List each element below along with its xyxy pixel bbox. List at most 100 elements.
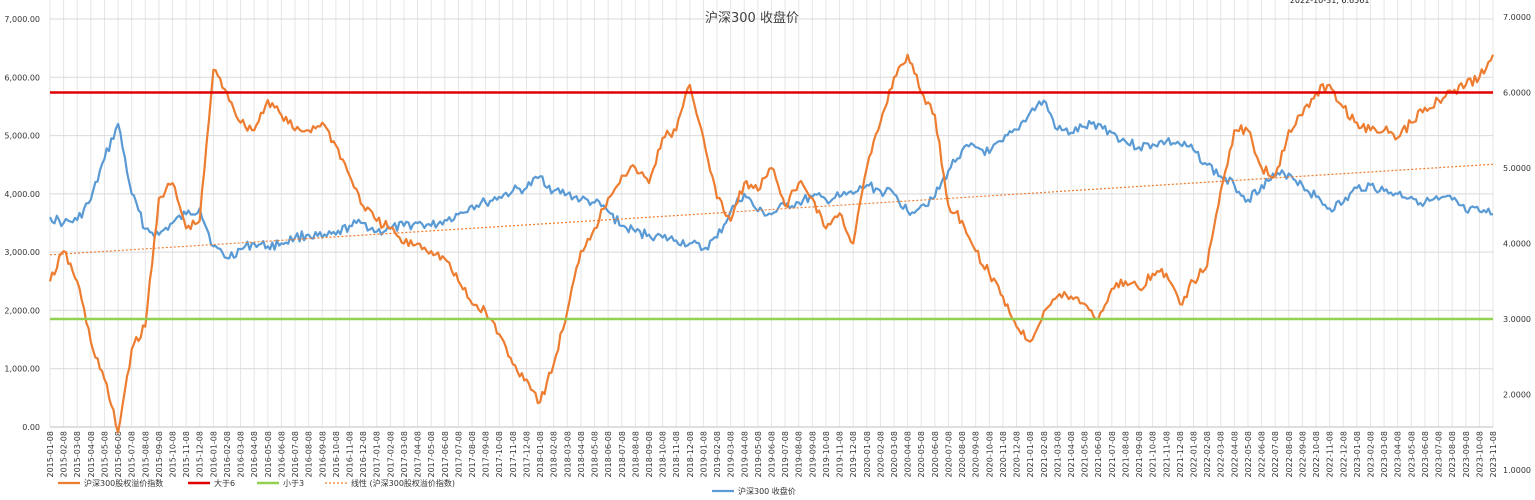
x-tick-label: 2022-03-08 <box>1217 431 1226 478</box>
left-tick-label: 1,000.00 <box>4 365 40 374</box>
x-tick-label: 2018-04-08 <box>577 431 586 478</box>
x-tick-label: 2020-03-08 <box>890 431 899 478</box>
x-tick-label: 2017-09-08 <box>482 431 491 478</box>
x-tick-label: 2022-10-08 <box>1312 431 1321 478</box>
x-tick-label: 2023-03-08 <box>1380 431 1389 478</box>
x-tick-label: 2022-01-08 <box>1190 431 1199 478</box>
left-tick-label: 3,000.00 <box>4 248 40 257</box>
x-tick-label: 2020-06-08 <box>931 431 940 478</box>
x-tick-label: 2018-12-08 <box>686 431 695 478</box>
x-tick-label: 2015-08-08 <box>141 431 150 478</box>
right-tick-label: 6.0000 <box>1503 89 1531 98</box>
x-tick-label: 2016-10-08 <box>332 431 341 478</box>
x-tick-label: 2023-05-08 <box>1407 431 1416 478</box>
x-tick-label: 2015-03-08 <box>73 431 82 478</box>
x-tick-label: 2022-08-08 <box>1285 431 1294 478</box>
x-tick-label: 2015-07-08 <box>128 431 137 478</box>
x-tick-label: 2020-07-08 <box>944 431 953 478</box>
legend-label: 沪深300股权溢价指数 <box>84 478 163 488</box>
x-tick-label: 2015-06-08 <box>114 431 123 478</box>
x-tick-label: 2018-11-08 <box>672 431 681 478</box>
left-tick-label: 6,000.00 <box>4 73 40 82</box>
x-tick-label: 2018-01-08 <box>536 431 545 478</box>
x-tick-label: 2018-02-08 <box>550 431 559 478</box>
left-tick-label: 5,000.00 <box>4 132 40 141</box>
x-tick-label: 2021-12-08 <box>1176 431 1185 478</box>
x-tick-label: 2023-06-08 <box>1421 431 1430 478</box>
legend-above-6: 大于6 <box>188 478 235 488</box>
legend-linear-trend: 线性 (沪深300股权溢价指数) <box>325 478 455 488</box>
x-tick-label: 2022-09-08 <box>1298 431 1307 478</box>
x-tick-label: 2021-08-08 <box>1121 431 1130 478</box>
legend-label: 线性 (沪深300股权溢价指数) <box>351 478 455 488</box>
x-tick-label: 2020-08-08 <box>958 431 967 478</box>
x-tick-label: 2021-11-08 <box>1162 431 1171 478</box>
x-tick-label: 2021-10-08 <box>1149 431 1158 478</box>
series-layer <box>48 53 1495 434</box>
x-tick-label: 2015-05-08 <box>100 431 109 478</box>
x-tick-label: 2023-10-08 <box>1475 431 1484 478</box>
x-tick-label: 2017-03-08 <box>400 431 409 478</box>
x-tick-label: 2018-10-08 <box>659 431 668 478</box>
x-tick-label: 2023-04-08 <box>1394 431 1403 478</box>
x-tick-label: 2016-02-08 <box>223 431 232 478</box>
x-tick-label: 2019-10-08 <box>822 431 831 478</box>
x-tick-label: 2019-04-08 <box>740 431 749 478</box>
annotation-layer: 2022-10-31, 6.6561 <box>1290 0 1370 5</box>
csi300-close-line <box>49 99 1493 260</box>
x-tick-label: 2015-04-08 <box>87 431 96 478</box>
x-tick-label: 2023-11-08 <box>1489 431 1498 478</box>
chart-title: 沪深300 收盘价 <box>705 10 799 26</box>
x-tick-label: 2019-12-08 <box>849 431 858 478</box>
left-axis-ticks: 0.00 1,000.00 2,000.00 3,000.00 4,000.00 5,00… <box>4 15 40 432</box>
equity-premium-line <box>48 53 1495 434</box>
x-tick-label: 2019-08-08 <box>795 431 804 478</box>
right-tick-label: 3.0000 <box>1503 315 1531 324</box>
x-tick-label: 2016-06-08 <box>277 431 286 478</box>
x-tick-label: 2016-08-08 <box>305 431 314 478</box>
x-tick-label: 2017-10-08 <box>495 431 504 478</box>
annotation-label: 2022-10-31, 6.6561 <box>1290 0 1370 5</box>
left-tick-label: 2,000.00 <box>4 306 40 315</box>
x-tick-label: 2019-09-08 <box>808 431 817 478</box>
x-tick-label: 2017-12-08 <box>522 431 531 478</box>
x-tick-label: 2020-09-08 <box>972 431 981 478</box>
left-tick-label: 0.00 <box>22 423 40 432</box>
x-tick-label: 2020-04-08 <box>904 431 913 478</box>
x-tick-label: 2019-11-08 <box>836 431 845 478</box>
legend: 沪深300股权溢价指数 大于6 小于3 线性 (沪深300股权溢价指数) 沪深300 收… <box>58 478 796 496</box>
x-tick-label: 2016-01-08 <box>209 431 218 478</box>
x-tick-label: 2018-05-08 <box>591 431 600 478</box>
x-tick-label: 2018-09-08 <box>645 431 654 478</box>
x-tick-label: 2020-05-08 <box>917 431 926 478</box>
vertical-gridlines <box>49 0 1494 427</box>
x-tick-label: 2022-12-08 <box>1339 431 1348 478</box>
x-tick-label: 2016-05-08 <box>264 431 273 478</box>
x-tick-label: 2021-02-08 <box>1040 431 1049 478</box>
x-tick-label: 2023-08-08 <box>1448 431 1457 478</box>
right-tick-label: 2.0000 <box>1503 391 1531 400</box>
right-tick-label: 5.0000 <box>1503 164 1531 173</box>
x-tick-label: 2022-07-08 <box>1271 431 1280 478</box>
x-tick-label: 2022-02-08 <box>1203 431 1212 478</box>
x-tick-label: 2017-01-08 <box>373 431 382 478</box>
x-tick-label: 2019-01-08 <box>699 431 708 478</box>
x-tick-label: 2023-07-08 <box>1435 431 1444 478</box>
x-tick-label: 2017-07-08 <box>454 431 463 478</box>
x-tick-label: 2020-12-08 <box>1013 431 1022 478</box>
x-tick-label: 2019-02-08 <box>713 431 722 478</box>
x-tick-label: 2015-11-08 <box>182 431 191 478</box>
x-axis-ticks: 2015-01-08 2015-02-08 2015-03-08 2015-04-08… <box>46 431 1498 478</box>
x-tick-label: 2016-03-08 <box>237 431 246 478</box>
x-tick-label: 2021-05-08 <box>1081 431 1090 478</box>
x-tick-label: 2015-12-08 <box>196 431 205 478</box>
legend-csi300-close: 沪深300 收盘价 <box>712 486 796 496</box>
legend-label: 大于6 <box>214 478 235 488</box>
x-tick-label: 2020-10-08 <box>985 431 994 478</box>
right-tick-label: 4.0000 <box>1503 240 1531 249</box>
x-tick-label: 2019-06-08 <box>768 431 777 478</box>
x-tick-label: 2018-03-08 <box>563 431 572 478</box>
x-tick-label: 2019-05-08 <box>754 431 763 478</box>
right-axis-ticks: 1.0000 2.0000 3.0000 4.0000 5.0000 6.0000 7.00… <box>1503 13 1531 475</box>
